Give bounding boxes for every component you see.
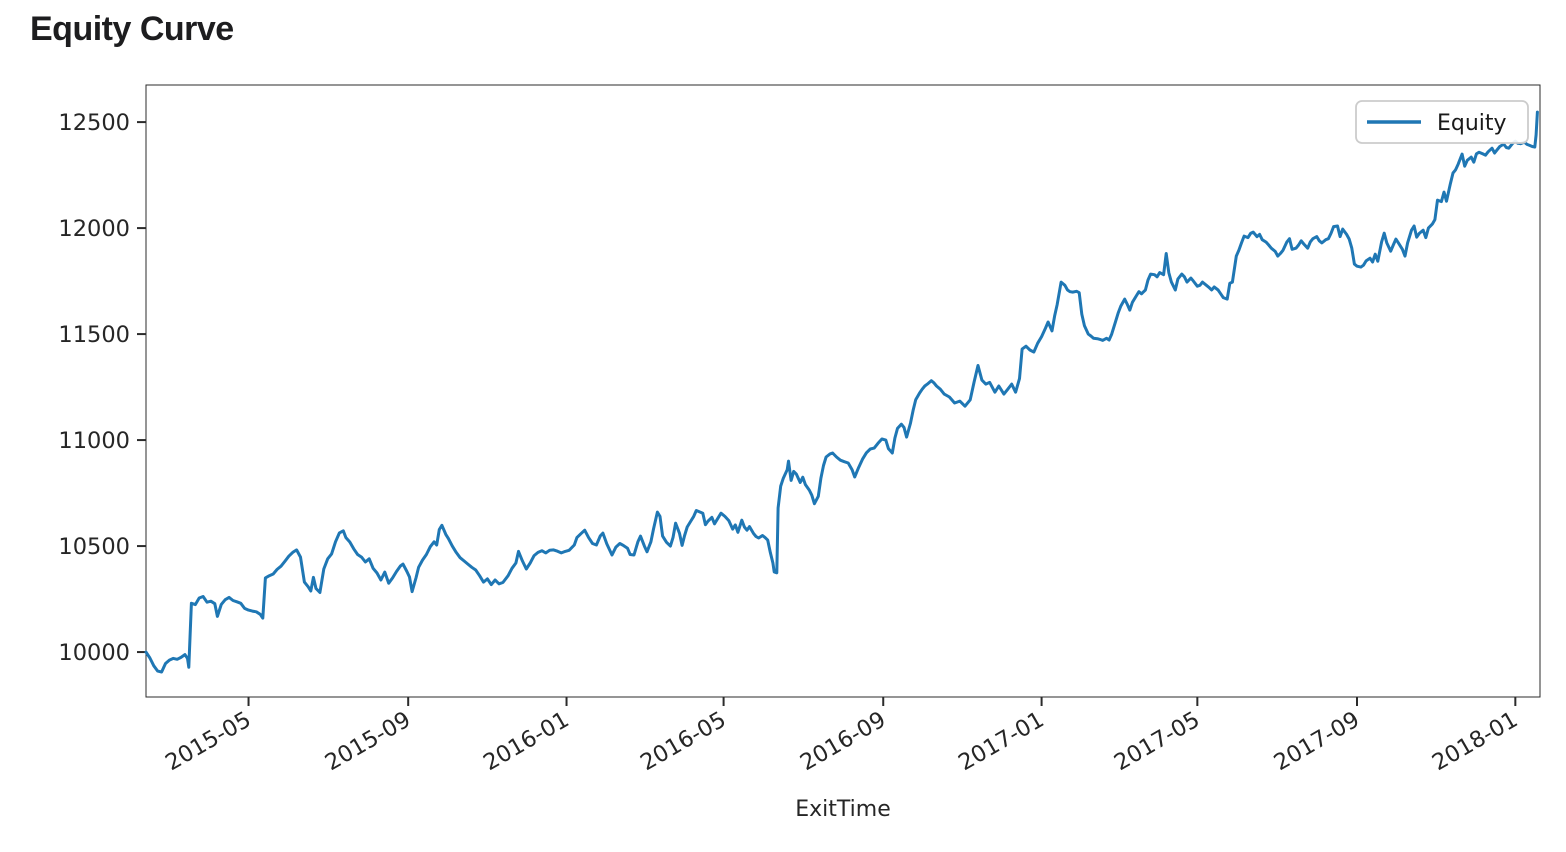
page-title: Equity Curve [30, 10, 234, 48]
x-axis-label: ExitTime [795, 797, 891, 822]
x-tick-label: 2016-09 [796, 707, 890, 777]
y-tick-label: 12000 [58, 216, 130, 242]
y-axis-ticks: 10000 10500 11000 11500 12000 12500 [58, 110, 146, 666]
y-tick-label: 11000 [58, 428, 130, 454]
legend: Equity [1355, 100, 1529, 144]
x-tick-label: 2017-05 [1110, 707, 1204, 777]
x-tick-label: 2016-05 [636, 707, 730, 777]
y-tick-label: 10500 [58, 534, 130, 560]
x-tick-label: 2015-05 [161, 707, 255, 777]
y-tick-label: 10000 [58, 640, 130, 666]
legend-box [1355, 100, 1529, 144]
x-tick-label: 2017-09 [1270, 707, 1364, 777]
x-tick-label: 2016-01 [479, 707, 573, 777]
y-tick-label: 11500 [58, 322, 130, 348]
x-tick-label: 2015-09 [321, 707, 415, 777]
y-tick-label: 12500 [58, 110, 130, 136]
x-tick-label: 2017-01 [954, 707, 1048, 777]
equity-line-series [144, 110, 1539, 674]
x-tick-label: 2018-01 [1428, 707, 1522, 777]
legend-label: Equity [1437, 111, 1507, 136]
plot-border [145, 84, 1541, 698]
x-axis-ticks: 2015-05 2015-09 2016-01 2016-05 2016-09 2017-… [161, 697, 1522, 776]
